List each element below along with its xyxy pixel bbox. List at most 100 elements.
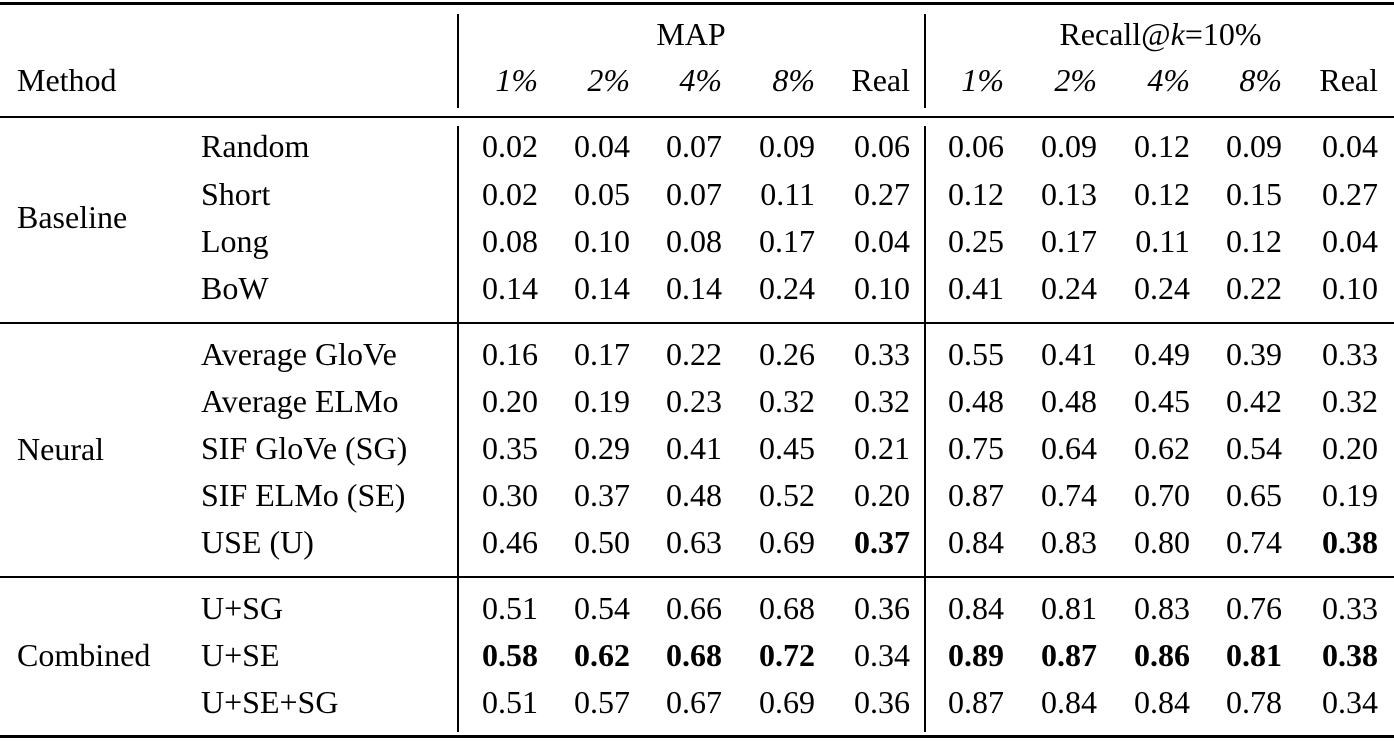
method-name: Average GloVe [201,336,397,372]
recall-value: 0.42 [1226,383,1282,419]
map-value: 0.17 [574,336,630,372]
recall-value: 0.84 [948,590,1004,626]
map-value: 0.20 [482,383,538,419]
method-name: Long [201,223,269,259]
method-name: SIF GloVe (SG) [201,430,408,466]
recall-value: 0.24 [1134,270,1190,306]
map-value: 0.52 [759,477,815,513]
recall-value: 0.25 [948,223,1004,259]
map-value: 0.29 [574,430,630,466]
method-name: USE (U) [201,524,314,560]
recall-value: 0.49 [1134,336,1190,372]
map-col-header: Real [851,62,910,98]
baseline-neural-rule [0,322,1394,324]
bottom-rule [0,735,1394,738]
recall-value: 0.54 [1226,430,1282,466]
recall-value: 0.12 [1134,176,1190,212]
recall-value: 0.74 [1226,524,1282,560]
map-value: 0.68 [666,637,722,673]
method-name: U+SG [201,590,284,626]
map-value: 0.58 [482,637,538,673]
map-value: 0.51 [482,684,538,720]
recall-value: 0.12 [948,176,1004,212]
recall-value: 0.74 [1041,477,1097,513]
recall-value: 0.24 [1041,270,1097,306]
method-header: Method [17,62,117,98]
map-value: 0.69 [759,524,815,560]
recall-value: 0.45 [1134,383,1190,419]
recall-suffix: =10% [1184,16,1262,52]
recall-value: 0.38 [1322,637,1378,673]
recall-value: 0.81 [1226,637,1282,673]
map-value: 0.08 [482,223,538,259]
map-value: 0.07 [666,128,722,164]
body-separator-right [924,126,926,732]
map-value: 0.14 [574,270,630,306]
map-value: 0.69 [759,684,815,720]
recall-col-header: 1% [961,62,1004,98]
map-value: 0.16 [482,336,538,372]
method-name: BoW [201,270,269,306]
map-value: 0.19 [574,383,630,419]
recall-value: 0.13 [1041,176,1097,212]
recall-value: 0.33 [1322,590,1378,626]
map-value: 0.37 [574,477,630,513]
map-value: 0.66 [666,590,722,626]
map-value: 0.32 [854,383,910,419]
map-value: 0.21 [854,430,910,466]
map-value: 0.04 [574,128,630,164]
recall-value: 0.32 [1322,383,1378,419]
method-name: SIF ELMo (SE) [201,477,406,513]
map-value: 0.30 [482,477,538,513]
header-rule [0,116,1394,118]
recall-value: 0.78 [1226,684,1282,720]
map-value: 0.48 [666,477,722,513]
recall-value: 0.39 [1226,336,1282,372]
recall-value: 0.33 [1322,336,1378,372]
recall-value: 0.48 [1041,383,1097,419]
method-name: Average ELMo [201,383,399,419]
recall-group-header: Recall@k=10% [927,18,1394,50]
recall-value: 0.81 [1041,590,1097,626]
recall-value: 0.22 [1226,270,1282,306]
map-value: 0.02 [482,128,538,164]
recall-value: 0.19 [1322,477,1378,513]
recall-value: 0.83 [1041,524,1097,560]
body-separator-left [457,126,459,732]
recall-value: 0.04 [1322,223,1378,259]
recall-value: 0.20 [1322,430,1378,466]
map-value: 0.57 [574,684,630,720]
method-name: U+SE [201,637,280,673]
recall-value: 0.09 [1041,128,1097,164]
group-label: Neural [17,431,105,467]
map-value: 0.14 [666,270,722,306]
map-value: 0.05 [574,176,630,212]
map-value: 0.51 [482,590,538,626]
recall-value: 0.41 [1041,336,1097,372]
map-value: 0.72 [759,637,815,673]
map-col-header: 2% [587,62,630,98]
group-label: Baseline [17,199,128,235]
map-value: 0.63 [666,524,722,560]
map-value: 0.34 [854,637,910,673]
map-value: 0.67 [666,684,722,720]
recall-value: 0.84 [1041,684,1097,720]
header-separator-right [924,14,926,108]
map-value: 0.04 [854,223,910,259]
group-label: Combined [17,637,151,673]
top-rule [0,2,1394,5]
recall-value: 0.34 [1322,684,1378,720]
recall-value: 0.48 [948,383,1004,419]
map-value: 0.23 [666,383,722,419]
recall-value: 0.70 [1134,477,1190,513]
map-value: 0.09 [759,128,815,164]
recall-value: 0.76 [1226,590,1282,626]
map-value: 0.35 [482,430,538,466]
recall-value: 0.89 [948,637,1004,673]
recall-col-header: Real [1319,62,1378,98]
map-value: 0.06 [854,128,910,164]
map-value: 0.46 [482,524,538,560]
map-col-header: 8% [772,62,815,98]
recall-value: 0.65 [1226,477,1282,513]
map-value: 0.26 [759,336,815,372]
